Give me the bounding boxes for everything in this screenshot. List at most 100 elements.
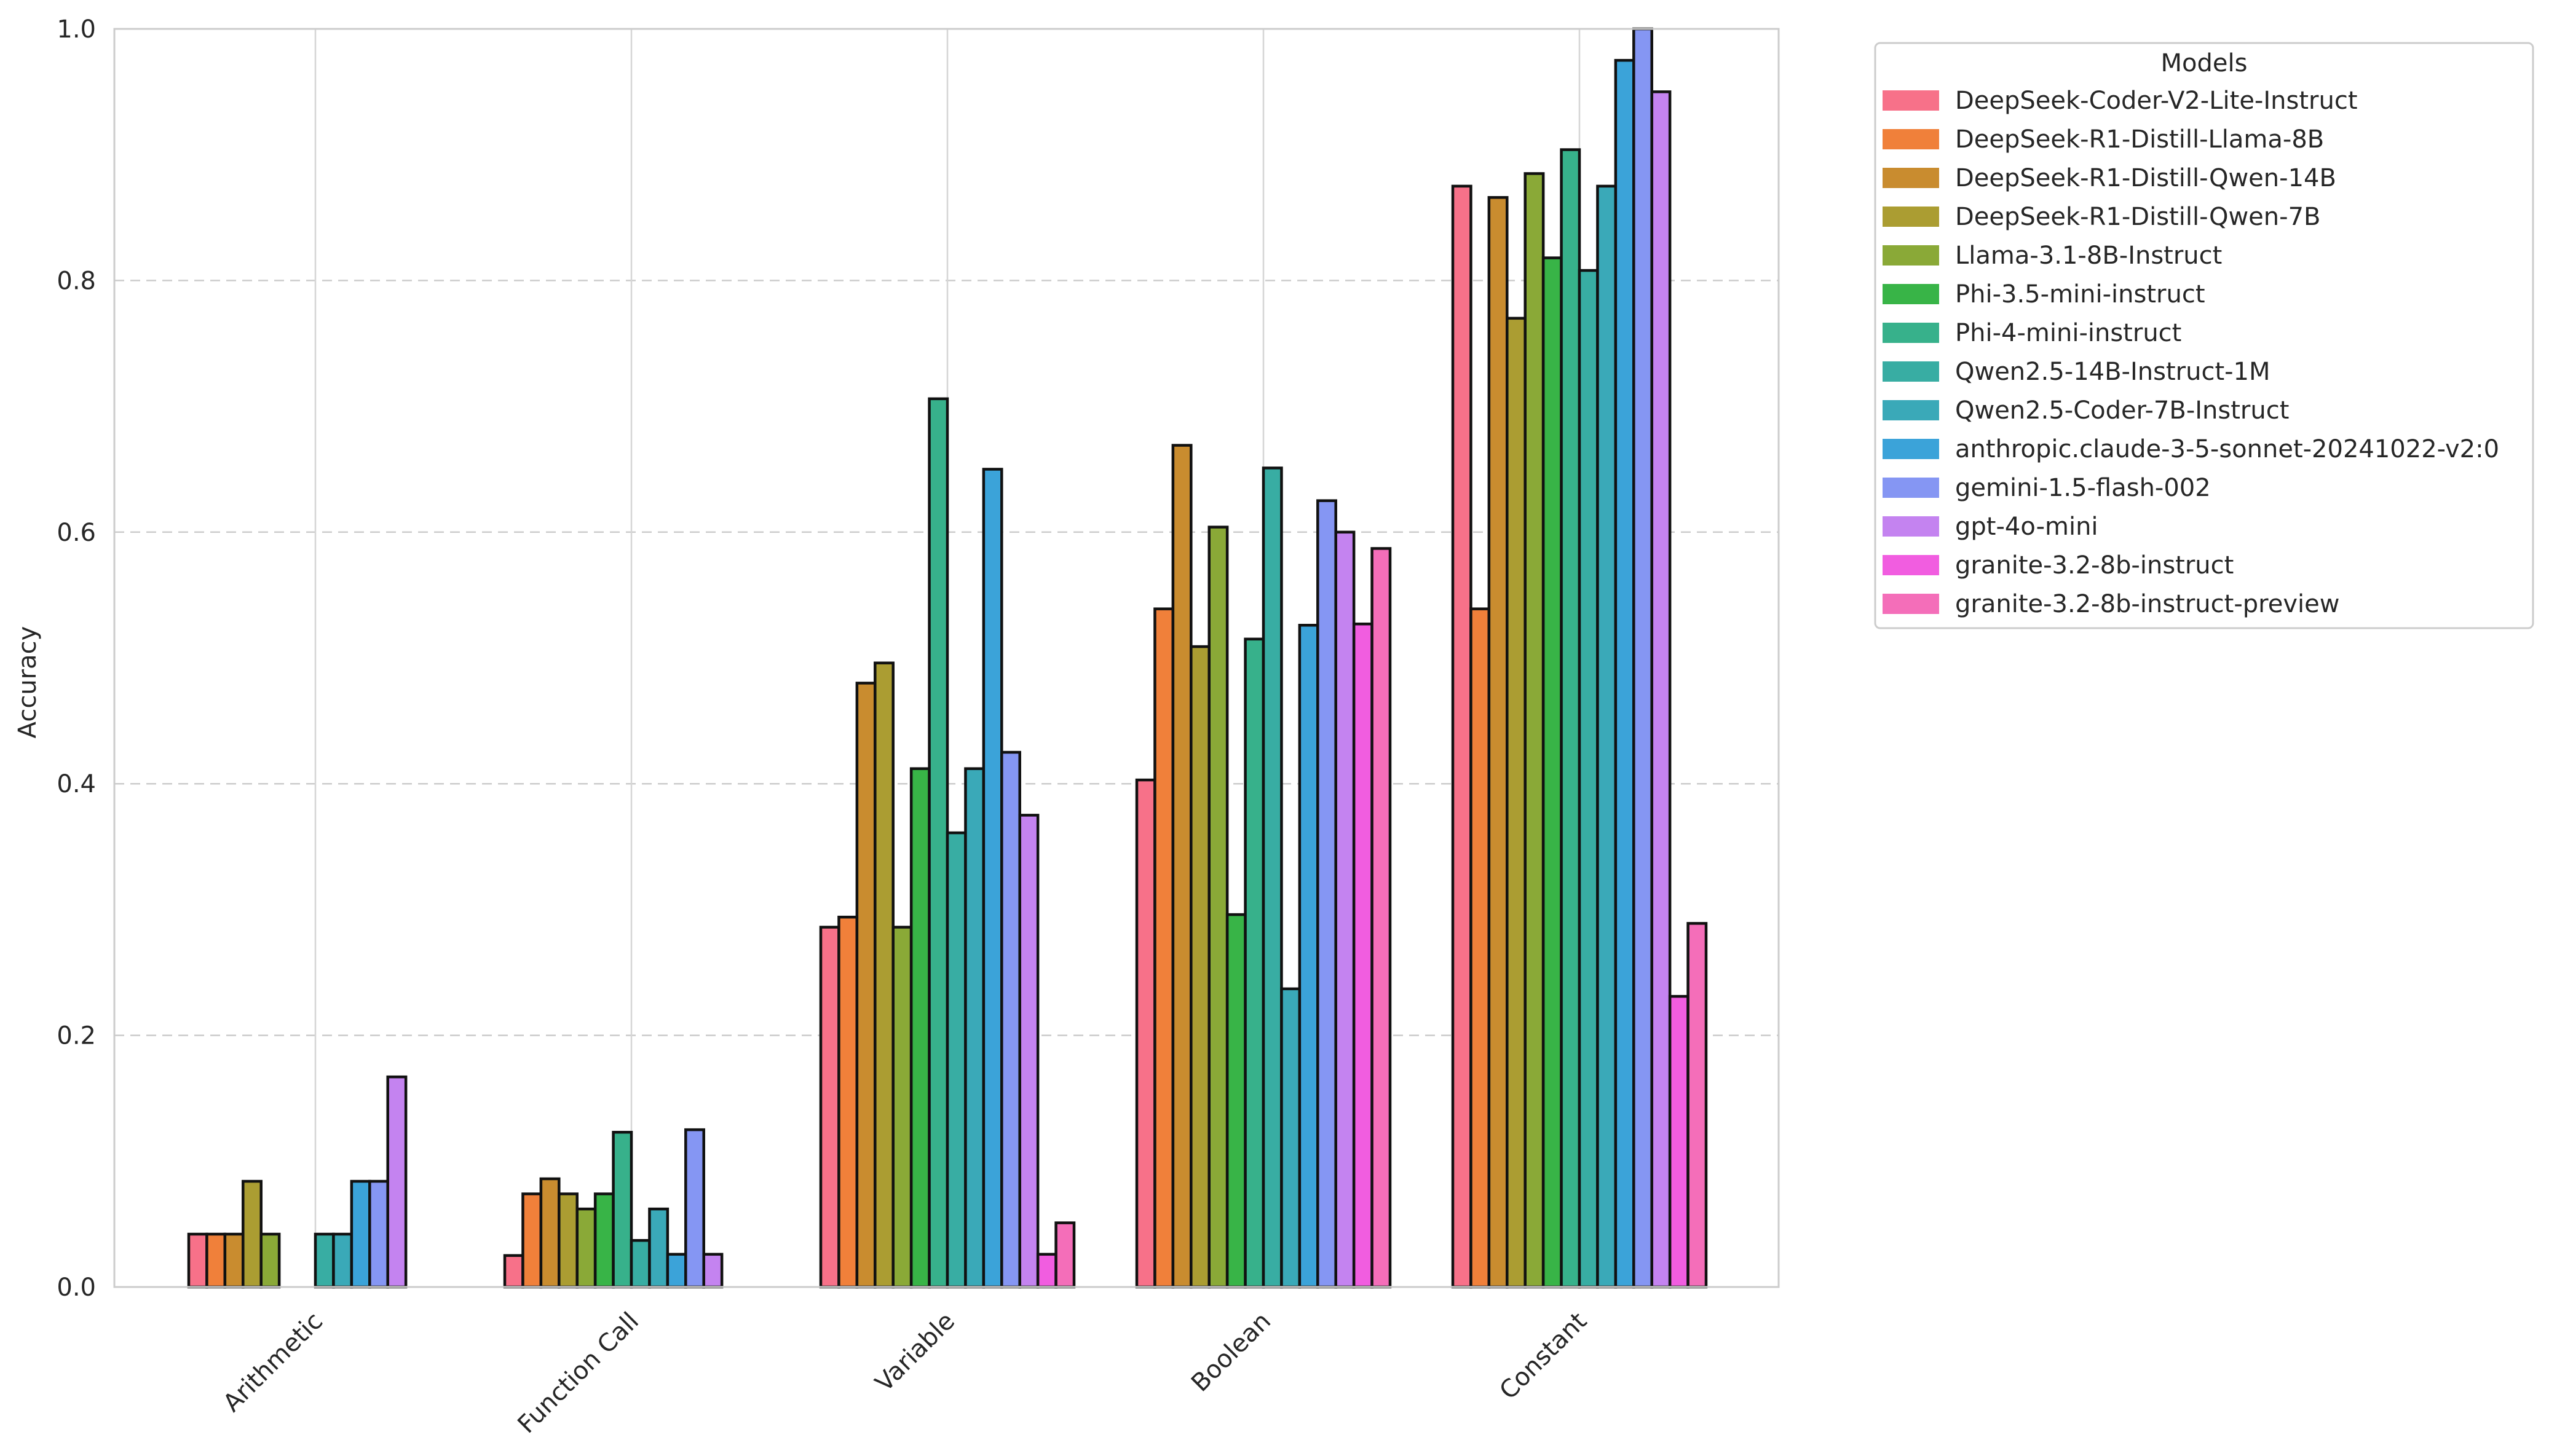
bar [837,915,859,1289]
bar [368,1179,389,1289]
bar [1506,317,1527,1289]
legend-swatch [1883,207,1939,227]
x-tick-label: Constant [1494,1307,1592,1406]
bar [1280,987,1302,1289]
bar [946,831,967,1289]
bar [1523,172,1545,1289]
bar [503,1254,524,1289]
bar [1171,444,1193,1289]
bar [819,926,840,1289]
bar [855,682,877,1289]
bar [666,1253,687,1289]
bar [1370,547,1392,1289]
plot-frame [113,28,1780,1288]
bar [1560,148,1581,1289]
legend-item-label: anthropic.claude-3-5-sonnet-20241022-v2:… [1955,435,2499,463]
bar [648,1207,670,1289]
y-tick-label: 0.0 [57,1273,96,1302]
bar [1153,607,1175,1289]
legend-swatch [1883,284,1939,304]
bar [964,767,986,1289]
y-axis-label: Accuracy [14,626,42,739]
bar [1541,256,1563,1289]
bar [1298,624,1319,1289]
legend-swatch [1883,439,1939,459]
legend-item-label: DeepSeek-R1-Distill-Qwen-14B [1955,164,2336,192]
legend-item-label: Phi-3.5-mini-instruct [1955,280,2205,309]
y-tick-label: 0.6 [57,519,96,547]
legend-item-label: DeepSeek-R1-Distill-Qwen-7B [1955,203,2320,231]
legend-item-label: Qwen2.5-14B-Instruct-1M [1955,358,2270,386]
legend-item-label: granite-3.2-8b-instruct-preview [1955,590,2339,618]
legend-item-label: DeepSeek-Coder-V2-Lite-Instruct [1955,87,2358,115]
bar [558,1192,579,1289]
bar [1334,530,1356,1289]
bar [1018,814,1040,1289]
bar [630,1239,651,1289]
legend-item-label: Phi-4-mini-instruct [1955,319,2181,347]
bar [386,1075,408,1289]
bar [1668,994,1689,1289]
bar [242,1179,263,1289]
bar [1686,922,1708,1289]
y-tick-label: 0.8 [57,267,96,295]
bar [612,1130,633,1289]
bar [259,1232,281,1289]
legend-item-label: gpt-4o-mini [1955,513,2098,541]
x-tick-label: Arithmetic [218,1307,328,1418]
legend: Models DeepSeek-Coder-V2-Lite-Instruct Dee… [1874,42,2534,629]
legend-swatch [1883,361,1939,382]
legend-box [1874,42,2534,629]
bar [1487,196,1509,1289]
bar [684,1128,705,1289]
bar [1650,90,1672,1289]
bar [1614,58,1635,1289]
bar [1632,27,1653,1289]
bar [1190,645,1211,1289]
legend-swatch [1883,245,1939,266]
bar [1207,525,1229,1289]
bar [1262,466,1283,1289]
bar [539,1177,561,1289]
legend-swatch [1883,90,1939,111]
bar [521,1192,543,1289]
legend-item-label: granite-3.2-8b-instruct [1955,551,2234,580]
bar [593,1192,615,1289]
legend-swatch [1883,129,1939,149]
bar [1469,607,1491,1289]
legend-swatch [1883,516,1939,537]
legend-swatch [1883,168,1939,188]
bar [909,767,931,1289]
y-tick-label: 0.2 [57,1022,96,1050]
bar [350,1179,371,1289]
bar [314,1232,335,1289]
bar [1244,637,1265,1289]
bar [1135,778,1156,1289]
legend-item-label: Llama-3.1-8B-Instruct [1955,242,2222,270]
bar [1054,1221,1076,1289]
y-tick-label: 0.4 [57,770,96,798]
bar [702,1253,724,1289]
bar [982,468,1003,1289]
bar [1225,913,1247,1289]
bar [1451,184,1472,1289]
bar [891,926,913,1289]
bars-group [187,27,1708,1289]
legend-swatch [1883,400,1939,420]
legend-swatch [1883,594,1939,614]
bar [874,661,895,1289]
bar [1596,184,1618,1289]
legend-swatch [1883,323,1939,343]
legend-item-label: DeepSeek-R1-Distill-Llama-8B [1955,125,2324,154]
bar [205,1232,227,1289]
bar [1352,622,1373,1289]
bar [332,1232,354,1289]
legend-title: Models [2161,49,2248,77]
bar [1316,499,1337,1289]
bar [187,1232,208,1289]
y-tick-label: 1.0 [57,15,96,44]
bar [928,397,949,1289]
legend-item-label: gemini-1.5-flash-002 [1955,474,2211,502]
bar [1036,1253,1057,1289]
